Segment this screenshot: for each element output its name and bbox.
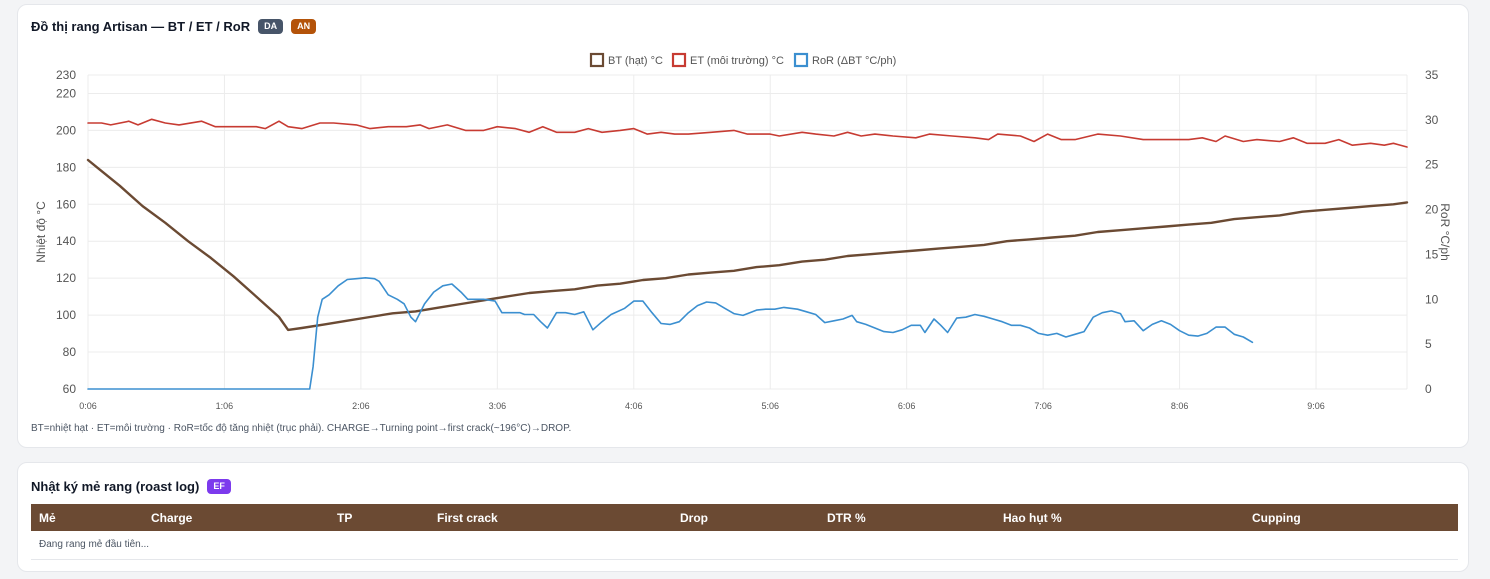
chart-card-title: Đồ thị rang Artisan — BT / ET / RoR — [31, 19, 251, 34]
artisan-chart-card: Đồ thị rang Artisan — BT / ET / RoR DA A… — [17, 4, 1469, 448]
y2-tick-label: 30 — [1425, 113, 1439, 127]
y-tick-label: 200 — [56, 123, 76, 137]
chart-note: BT=nhiệt hạt · ET=môi trường · RoR=tốc đ… — [31, 423, 572, 434]
y2-tick-label: 15 — [1425, 247, 1439, 261]
y-tick-label: 220 — [56, 86, 76, 100]
y-tick-label: 100 — [56, 308, 76, 322]
y-tick-label: 160 — [56, 197, 76, 211]
y-tick-label: 120 — [56, 271, 76, 285]
x-tick-label: 7:06 — [1034, 401, 1052, 411]
x-tick-label: 3:06 — [489, 401, 507, 411]
column-header: Drop — [680, 510, 708, 525]
y-tick-label: 60 — [63, 382, 77, 396]
column-header: Charge — [151, 510, 193, 525]
legend-swatch — [589, 52, 605, 68]
x-tick-label: 5:06 — [761, 401, 779, 411]
roast-chart: 60 80 100 120 140 160 180 200 220 230 0 5 10 15 20 25 30… — [34, 52, 1452, 411]
y2-tick-label: 25 — [1425, 158, 1439, 172]
x-tick-label: 8:06 — [1171, 401, 1189, 411]
y2-tick-label: 20 — [1425, 203, 1439, 217]
x-tick-label: 1:06 — [216, 401, 234, 411]
column-header: Mẻ — [39, 510, 56, 525]
y-tick-label: 80 — [63, 345, 77, 359]
x-tick-label: 0:06 — [79, 401, 97, 411]
y2-tick-label: 10 — [1425, 292, 1439, 306]
log-card-header: Nhật ký mẻ rang (roast log) EF — [31, 479, 231, 494]
series-line-3 — [87, 277, 1254, 390]
y-axis-title: Nhiệt độ °C — [34, 201, 48, 263]
badge-an: AN — [291, 19, 317, 34]
legend-label: BT (hạt) °C — [608, 55, 663, 67]
y-tick-label: 180 — [56, 160, 76, 174]
empty-row-text: Đang rang mẻ đầu tiên... — [31, 531, 1458, 560]
x-tick-label: 9:06 — [1307, 401, 1325, 411]
log-card-title: Nhật ký mẻ rang (roast log) — [31, 479, 200, 494]
series-line-2 — [87, 118, 1408, 148]
badge-ef: EF — [207, 479, 231, 494]
legend-swatch — [793, 52, 809, 68]
chart-card-header: Đồ thị rang Artisan — BT / ET / RoR DA A… — [31, 19, 317, 34]
legend-label: ET (môi trường) °C — [690, 55, 784, 67]
x-tick-label: 4:06 — [625, 401, 643, 411]
legend-label: RoR (ΔBT °C/ph) — [812, 55, 896, 67]
badge-da: DA — [258, 19, 284, 34]
roast-log-card: Nhật ký mẻ rang (roast log) EF Mẻ Charge… — [17, 462, 1469, 572]
y-tick-label: 140 — [56, 234, 76, 248]
legend-swatch — [671, 52, 687, 68]
table-row: Đang rang mẻ đầu tiên... — [31, 531, 1458, 560]
roast-log-table: Mẻ Charge TP First crack Drop DTR % Hao … — [31, 504, 1458, 560]
column-header: First crack — [437, 510, 498, 525]
x-tick-label: 6:06 — [898, 401, 916, 411]
column-header: DTR % — [827, 510, 866, 525]
column-header: Cupping — [1252, 510, 1301, 525]
series-line-1 — [86, 158, 1409, 332]
y2-tick-label: 35 — [1425, 68, 1439, 82]
y2-tick-label: 5 — [1425, 337, 1432, 351]
y2-axis-title: RoR °C/ph — [1438, 203, 1452, 261]
column-header: TP — [337, 510, 353, 525]
table-header-row: Mẻ Charge TP First crack Drop DTR % Hao … — [31, 504, 1458, 531]
y-tick-label: 230 — [56, 68, 76, 82]
y2-tick-label: 0 — [1425, 382, 1432, 396]
x-tick-label: 2:06 — [352, 401, 370, 411]
column-header: Hao hụt % — [1003, 510, 1062, 525]
